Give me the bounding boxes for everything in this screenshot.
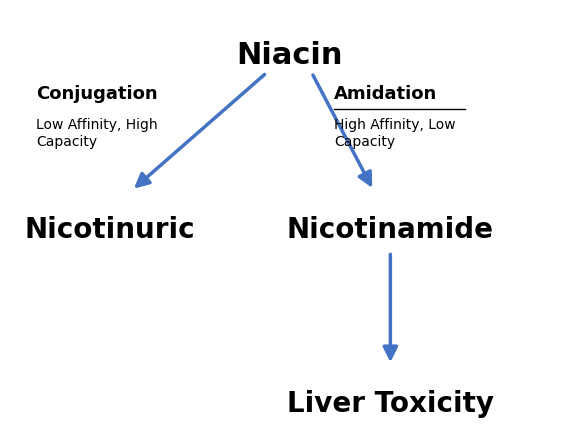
Text: Liver Toxicity: Liver Toxicity bbox=[287, 390, 494, 418]
Text: Conjugation: Conjugation bbox=[36, 85, 158, 103]
Text: Nicotinuric: Nicotinuric bbox=[24, 216, 195, 244]
Text: Niacin: Niacin bbox=[236, 41, 343, 70]
Text: High Affinity, Low
Capacity: High Affinity, Low Capacity bbox=[334, 118, 456, 149]
Text: Low Affinity, High
Capacity: Low Affinity, High Capacity bbox=[36, 118, 158, 149]
Text: Amidation: Amidation bbox=[334, 85, 437, 103]
Text: Nicotinamide: Nicotinamide bbox=[287, 216, 494, 244]
